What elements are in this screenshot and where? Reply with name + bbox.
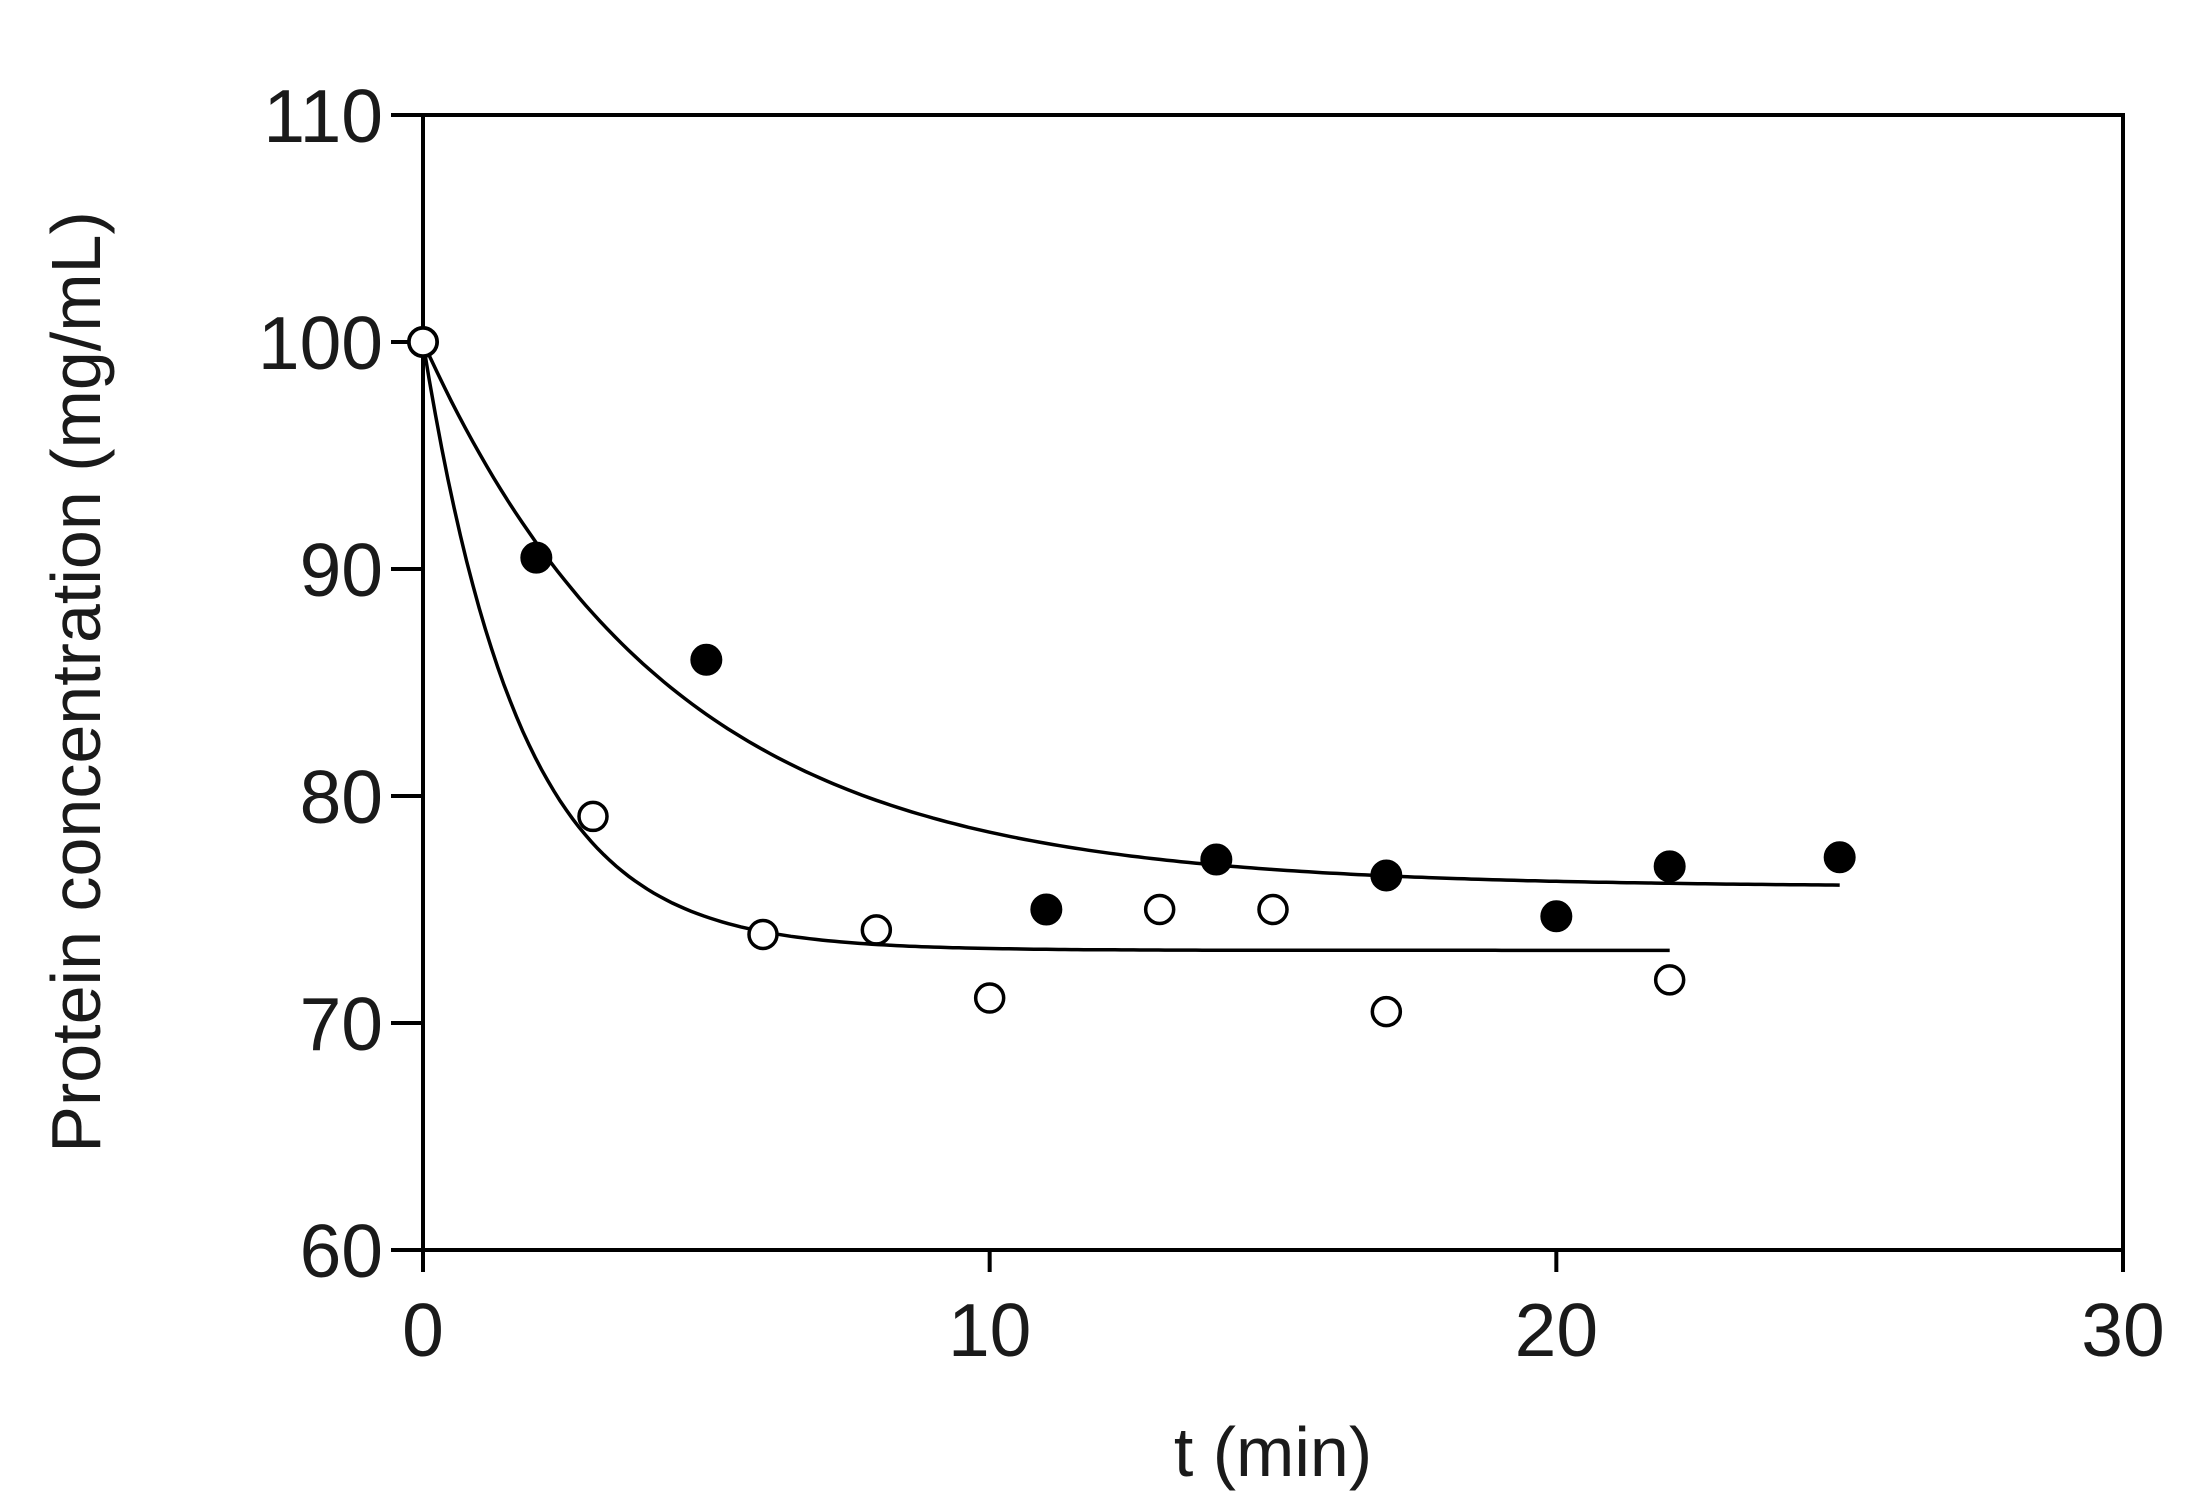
y-tick-label: 60 [300, 1209, 383, 1293]
y-tick-label: 80 [300, 755, 383, 839]
filled-data-point [1653, 850, 1686, 883]
fit-curve-series-1 [421, 341, 1840, 887]
plot-frame [421, 113, 2125, 1252]
fit-curves [421, 341, 1840, 953]
filled-data-point [1370, 859, 1403, 892]
y-tick-label: 100 [258, 301, 383, 385]
x-axis-title: t (min) [1174, 1413, 1372, 1491]
filled-data-point [1540, 900, 1573, 933]
y-axis-title: Protein concentration (mg/mL) [37, 211, 115, 1153]
open-data-point [1653, 964, 1686, 996]
axis-ticks: 0 10 20 30 60 70 80 90 100 110 [258, 74, 2165, 1372]
filled-data-point [1030, 893, 1063, 926]
open-data-point [973, 982, 1006, 1014]
y-tick-label: 110 [263, 74, 383, 158]
open-data-point [1143, 893, 1176, 926]
open-data-point [860, 914, 893, 946]
fit-curve-series-2 [421, 341, 1670, 953]
filled-data-point [1200, 843, 1233, 876]
filled-data-point [1823, 841, 1856, 874]
open-data-point [407, 326, 439, 358]
x-tick-label: 10 [948, 1288, 1031, 1372]
filled-data-point [520, 541, 553, 574]
y-tick-label: 70 [300, 982, 383, 1066]
x-tick-label: 0 [402, 1288, 444, 1372]
open-data-point [1257, 893, 1289, 926]
x-tick-label: 30 [2081, 1288, 2164, 1372]
y-tick-label: 90 [300, 528, 383, 612]
open-data-point [577, 800, 609, 833]
data-points [407, 326, 1856, 1028]
open-data-point [1370, 995, 1403, 1028]
filled-data-point [690, 643, 723, 676]
x-tick-label: 20 [1515, 1288, 1598, 1372]
open-data-point [747, 918, 779, 951]
